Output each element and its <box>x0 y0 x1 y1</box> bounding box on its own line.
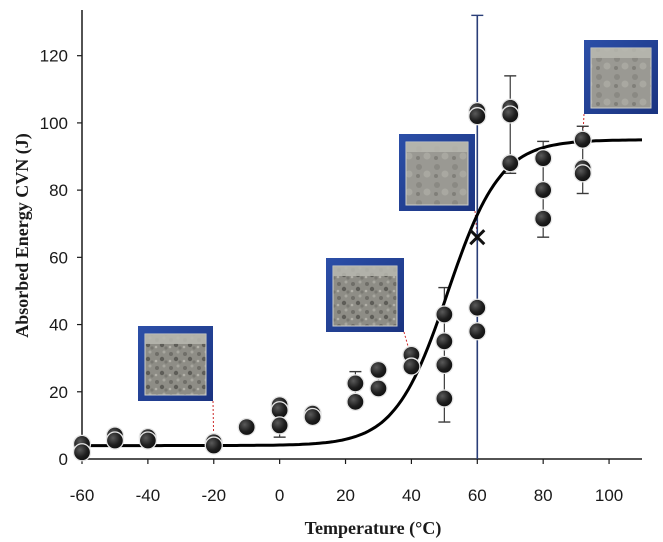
axis-labels: 0 20 40 60 80 100 120 -60 -40 -20 0 20 40 60 80 100 Temp… <box>12 47 623 539</box>
x-tick-label: -60 <box>70 486 95 505</box>
x-marker-stroke <box>469 229 486 246</box>
x-tick-label: 100 <box>595 486 623 505</box>
data-point <box>534 180 553 200</box>
x-tick-label: -20 <box>201 486 226 505</box>
data-point <box>534 209 553 228</box>
data-point <box>501 154 520 173</box>
data-point <box>270 401 289 420</box>
data-point <box>402 357 421 376</box>
data-point <box>346 374 365 393</box>
data-point <box>270 416 289 435</box>
fracture-surface <box>405 141 469 206</box>
data-point <box>369 360 388 380</box>
data-points <box>72 98 592 462</box>
data-point <box>435 332 454 351</box>
data-point <box>72 443 92 462</box>
leader-line <box>212 400 215 444</box>
data-point <box>346 392 365 412</box>
leader-line <box>403 331 412 359</box>
fracture-photo-40c <box>326 258 404 332</box>
notch-band <box>333 266 397 276</box>
mean-markers <box>469 229 486 246</box>
x-axis-title: Temperature (°C) <box>305 518 442 539</box>
data-point <box>435 305 454 324</box>
data-point <box>369 379 388 398</box>
x-marker <box>469 229 486 246</box>
data-point <box>573 130 592 149</box>
data-point <box>468 322 487 341</box>
y-tick-label: 20 <box>49 383 68 402</box>
notch-band <box>145 334 206 344</box>
y-tick-label: 80 <box>49 181 68 200</box>
fracture-photos <box>138 40 658 401</box>
fracture-photo-92c <box>584 40 658 114</box>
fracture-photo-minus-20c <box>138 326 213 401</box>
data-point <box>501 105 520 124</box>
axes-group <box>77 10 642 464</box>
fit-curve-group <box>82 138 642 448</box>
x-tick-label: 20 <box>336 486 355 505</box>
x-tick-label: 40 <box>402 486 421 505</box>
fit-curve <box>82 138 642 448</box>
y-tick-label: 60 <box>49 248 68 267</box>
notch-band <box>406 142 468 152</box>
y-axis-title: Absorbed Energy CVN (J) <box>12 133 33 338</box>
y-tick-label: 100 <box>40 114 68 133</box>
data-point <box>105 431 125 450</box>
y-tick-label: 0 <box>59 450 68 469</box>
data-point <box>468 107 487 126</box>
x-tick-label: -40 <box>136 486 161 505</box>
y-tick-label: 40 <box>49 316 68 335</box>
x-tick-label: 60 <box>468 486 487 505</box>
notch-band <box>591 48 651 58</box>
data-point <box>573 164 592 183</box>
data-point <box>534 149 553 168</box>
fracture-photo-60c <box>399 134 475 211</box>
data-point <box>237 417 256 437</box>
data-point <box>303 407 322 427</box>
data-point <box>435 389 454 408</box>
y-tick-label: 120 <box>40 47 68 66</box>
data-point <box>435 355 454 375</box>
x-tick-label: 0 <box>275 486 284 505</box>
x-tick-label: 80 <box>534 486 553 505</box>
data-point <box>468 298 487 317</box>
data-point <box>138 431 158 450</box>
data-point <box>204 436 223 455</box>
